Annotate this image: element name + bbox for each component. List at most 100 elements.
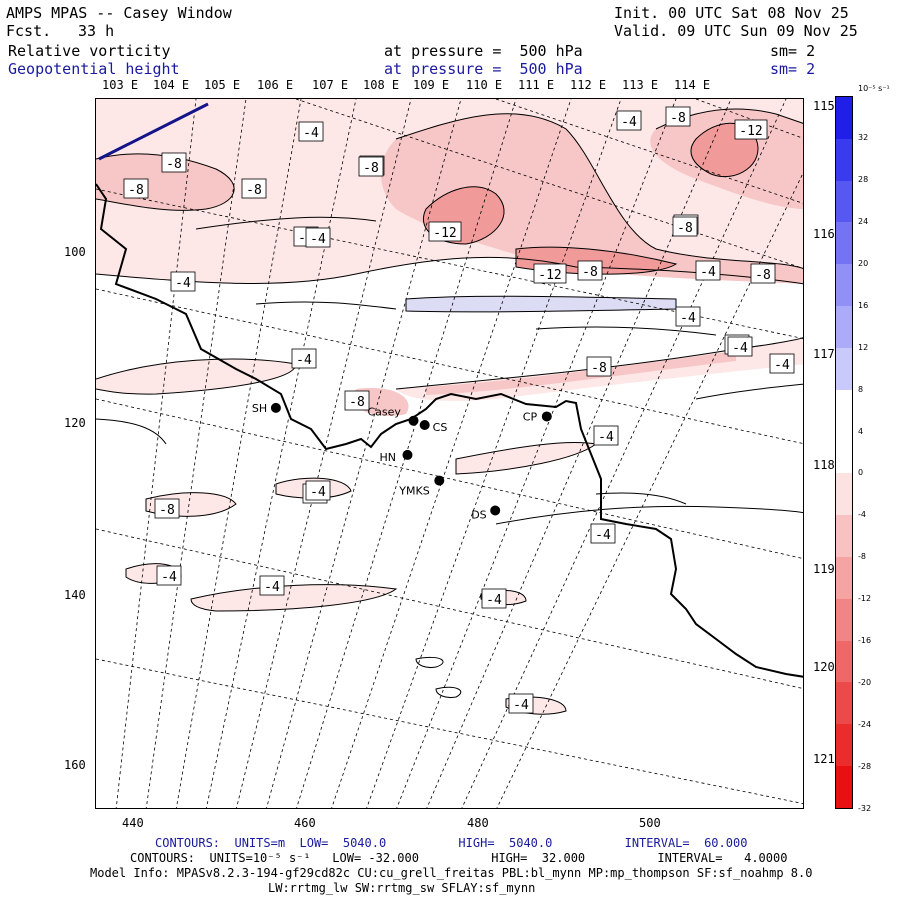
lon-label: 114 E [674, 78, 711, 92]
stations: SH Casey CS HN YMKS CP DS [252, 402, 552, 522]
station-label: YMKS [398, 485, 429, 498]
colorbar-swatch [836, 138, 852, 181]
svg-text:-8: -8 [246, 183, 262, 198]
colorbar-swatch [836, 640, 852, 683]
lon-label: 111 E [518, 78, 555, 92]
contour-label: -4 [769, 353, 795, 374]
svg-text:-4: -4 [700, 265, 716, 280]
svg-text:-8: -8 [591, 361, 607, 376]
svg-text:-4: -4 [296, 353, 312, 368]
svg-text:-4: -4 [264, 580, 280, 595]
y-tick-label: 140 [64, 588, 86, 602]
contour-label: -12 [734, 119, 768, 140]
station-label: DS [471, 509, 486, 522]
svg-text:-8: -8 [582, 265, 598, 280]
contour-label: -8 [750, 263, 776, 284]
colorbar-level: 0 [858, 468, 864, 478]
field2-smoothing: sm= 2 [770, 60, 816, 78]
colorbar-swatch [836, 724, 852, 766]
y-tick-label: 100 [64, 245, 86, 259]
contour-label: -8 [672, 216, 698, 237]
colorbar-swatch [836, 180, 852, 223]
svg-text:-8: -8 [677, 221, 693, 236]
contour-label: -4 [727, 336, 753, 357]
svg-text:-4: -4 [303, 126, 319, 141]
lon-label: 113 E [622, 78, 659, 92]
contour-label: -4 [593, 425, 619, 446]
contour-label: -4 [616, 110, 642, 131]
lon-label: 110 E [466, 78, 503, 92]
colorbar-level: 24 [858, 216, 869, 226]
colorbar-level: -16 [858, 636, 872, 646]
svg-text:-4: -4 [486, 593, 502, 608]
colorbar-swatch [836, 598, 852, 641]
colorbar-level: -12 [858, 594, 872, 604]
contour-label: -4 [481, 588, 507, 609]
colorbar-level: -28 [858, 762, 872, 772]
contour-label: -8 [344, 390, 370, 411]
y-tick-label: 120 [64, 416, 86, 430]
colorbar-swatch [836, 306, 852, 348]
contour-labels: -4 -8 -4 -8 -4 -8 -12 -8 -4 -8 -4 -12 -8 -12 -8 -4 -8 -4 -… [123, 106, 795, 714]
contour-label: -12 [533, 263, 567, 284]
contour-label: -12 [428, 221, 462, 242]
lon-label: 105 E [204, 78, 241, 92]
colorbar-level: 8 [858, 384, 864, 394]
svg-text:-4: -4 [774, 358, 790, 373]
station-label: HN [379, 451, 396, 464]
contour-label: -4 [170, 271, 196, 292]
svg-text:-4: -4 [598, 430, 614, 445]
x-tick-label: 500 [639, 816, 661, 830]
x-tick-label: 480 [467, 816, 489, 830]
shade-left-mid [96, 359, 296, 395]
colorbar-level: 16 [858, 300, 869, 310]
footer-contours-vorticity: CONTOURS: UNITS=10⁻⁵ s⁻¹ LOW= -32.000 HI… [130, 851, 788, 865]
svg-text:-8: -8 [159, 503, 175, 518]
shade-east-tongue [456, 442, 596, 474]
lon-label: 112 E [570, 78, 607, 92]
field1-name: Relative vorticity [8, 42, 171, 60]
colorbar-swatch [836, 347, 852, 390]
station-marker [541, 411, 552, 422]
lon-label: 109 E [413, 78, 450, 92]
svg-text:-8: -8 [670, 111, 686, 126]
colorbar-swatch [836, 389, 852, 432]
contour-label: -8 [586, 356, 612, 377]
svg-text:-8: -8 [349, 395, 365, 410]
svg-text:-4: -4 [161, 570, 177, 585]
svg-text:-8: -8 [363, 161, 379, 176]
contour-label: -4 [508, 693, 534, 714]
station-label: CS [433, 421, 448, 434]
colorbar-swatch [836, 682, 852, 725]
svg-text:-8: -8 [166, 157, 182, 172]
colorbar-swatch [836, 766, 852, 808]
svg-text:-12: -12 [433, 226, 456, 241]
colorbar-level: 28 [858, 174, 869, 184]
geopotential-contour [98, 102, 209, 161]
shade-upper-central [381, 113, 803, 284]
colorbar-level: 32 [858, 132, 869, 142]
contour-label: -8 [241, 178, 267, 199]
field2-pressure: at pressure = 500 hPa [384, 60, 583, 78]
shade-lower-band [191, 584, 396, 611]
station-label: SH [252, 402, 267, 415]
colorbar-level: 12 [858, 342, 869, 352]
colorbar-level: -8 [858, 552, 866, 562]
contour-label: -8 [161, 152, 187, 173]
contour-label: -4 [298, 121, 324, 142]
contour-label: -4 [291, 348, 317, 369]
lon-label: 107 E [312, 78, 349, 92]
valid-time: Valid. 09 UTC Sun 09 Nov 25 [614, 22, 858, 40]
station-label: CP [523, 410, 538, 423]
colorbar-swatch [836, 431, 852, 474]
x-tick-label: 440 [122, 816, 144, 830]
colorbar [835, 96, 853, 809]
contour-label: -8 [577, 260, 603, 281]
lon-label: 103 E [102, 78, 139, 92]
y-tick-label: 160 [64, 758, 86, 772]
svg-text:-12: -12 [538, 268, 561, 283]
field1-smoothing: sm= 2 [770, 42, 816, 60]
colorbar-level: 4 [858, 426, 864, 436]
colorbar-swatch [836, 97, 852, 139]
